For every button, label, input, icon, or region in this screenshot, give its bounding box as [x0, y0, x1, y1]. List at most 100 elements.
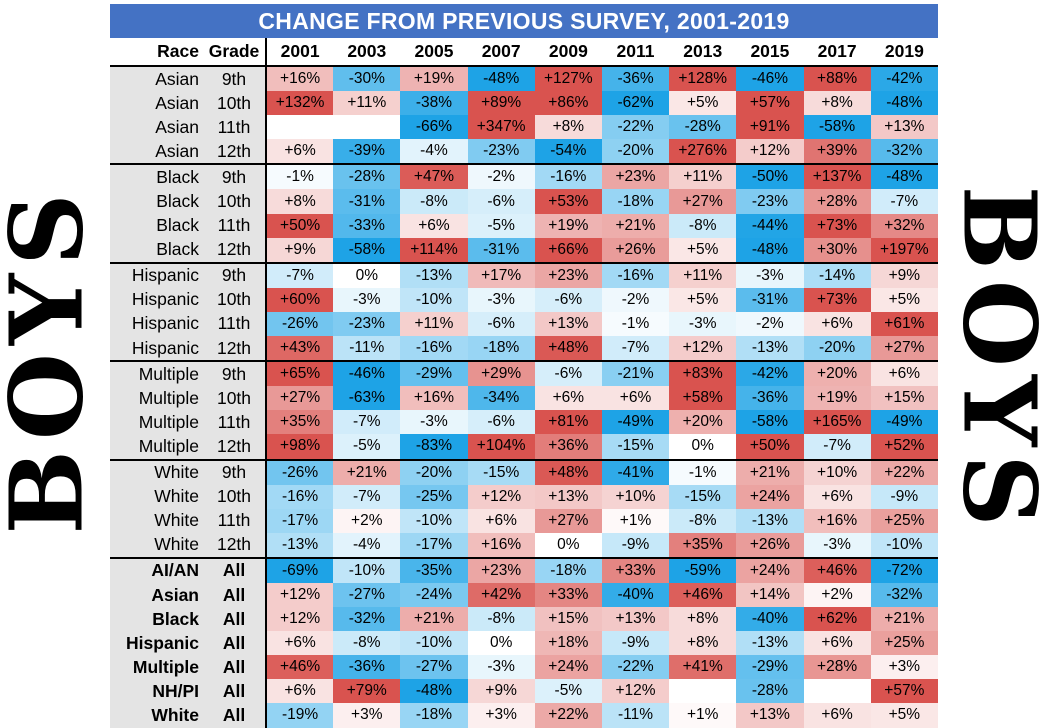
- heatmap-cell: +86%: [534, 91, 602, 116]
- table-body: Asian 9th +16% -30% +19% -48% +127% -36% +128% -4…: [110, 66, 938, 728]
- heatmap-cell: -16%: [601, 262, 670, 288]
- heatmap-cell: -7%: [333, 410, 401, 435]
- right-side-label-text: BOYS: [941, 185, 1045, 535]
- heatmap-cell: -13%: [736, 631, 804, 656]
- row-race-label: Hispanic: [110, 262, 203, 288]
- heatmap-cell: 0%: [534, 532, 602, 559]
- heatmap-cell: -21%: [601, 361, 670, 387]
- table-row: Hispanic 11th -26% -23% +11% -6% +13% -1% -3% -2%…: [110, 311, 938, 337]
- heatmap-cell: +25%: [870, 508, 938, 533]
- heatmap-cell: +66%: [534, 237, 602, 264]
- heatmap-cell: -4%: [333, 532, 401, 559]
- heatmap-cell: -23%: [467, 139, 535, 166]
- row-race-label: White: [110, 703, 203, 728]
- heatmap-cell: -62%: [601, 91, 670, 116]
- table-row: Multiple 9th +65% -46% -29% +29% -6% -21% +83% -4…: [110, 361, 938, 387]
- heatmap-cell: +79%: [333, 679, 401, 704]
- heatmap-cell: 0%: [333, 262, 401, 288]
- heatmap-cell: +15%: [534, 607, 602, 632]
- heatmap-cell: -50%: [736, 164, 804, 190]
- row-grade-label: 10th: [203, 484, 267, 509]
- heatmap-cell: +5%: [669, 287, 737, 312]
- left-side-label-text: BOYS: [0, 185, 106, 535]
- heatmap-cell: -8%: [669, 508, 737, 533]
- heatmap-cell: -1%: [669, 459, 737, 485]
- row-grade-label: 12th: [203, 434, 267, 461]
- row-grade-label: 12th: [203, 532, 267, 559]
- heatmap-cell: +5%: [669, 237, 737, 264]
- heatmap-cell: +13%: [601, 607, 670, 632]
- table-row: White 11th -17% +2% -10% +6% +27% +1% -8% -13% +16…: [110, 508, 938, 533]
- heatmap-cell: -27%: [333, 582, 401, 608]
- row-grade-label: All: [203, 582, 267, 608]
- heatmap-cell: +20%: [669, 410, 737, 435]
- heatmap-cell: +53%: [534, 189, 602, 214]
- heatmap-cell: -42%: [870, 66, 938, 92]
- row-race-label: NH/PI: [110, 679, 203, 704]
- heatmap-cell: +18%: [534, 631, 602, 656]
- heatmap-cell: +3%: [870, 655, 938, 680]
- row-race-label: Multiple: [110, 655, 203, 680]
- heatmap-cell: +58%: [669, 386, 737, 411]
- heatmap-cell: -31%: [736, 287, 804, 312]
- heatmap-cell: -8%: [333, 631, 401, 656]
- heatmap-cell: -7%: [803, 434, 871, 461]
- row-grade-label: 10th: [203, 287, 267, 312]
- row-race-label: Asian: [110, 115, 203, 140]
- heatmap-cell: +91%: [736, 115, 804, 140]
- row-race-label: White: [110, 508, 203, 533]
- heatmap-cell: +8%: [534, 115, 602, 140]
- table-row: Black 9th -1% -28% +47% -2% -16% +23% +11% -50% +1…: [110, 164, 938, 190]
- heatmap-cell: -34%: [467, 386, 535, 411]
- row-race-label: Asian: [110, 582, 203, 608]
- column-header-year: 2015: [736, 38, 804, 67]
- heatmap-cell: -29%: [400, 361, 468, 387]
- heatmap-cell: -48%: [736, 237, 804, 264]
- heatmap-cell: -49%: [601, 410, 670, 435]
- heatmap-cell: -40%: [736, 607, 804, 632]
- heatmap-cell: +132%: [266, 91, 334, 116]
- heatmap-cell: +33%: [601, 557, 670, 583]
- heatmap-cell: +24%: [736, 484, 804, 509]
- heatmap-cell: +22%: [534, 703, 602, 728]
- heatmap-cell: +3%: [467, 703, 535, 728]
- heatmap-cell: -7%: [601, 336, 670, 363]
- heatmap-cell: +6%: [803, 631, 871, 656]
- heatmap-cell: -6%: [534, 287, 602, 312]
- table-row: White 9th -26% +21% -20% -15% +48% -41% -1% +21% +…: [110, 459, 938, 485]
- heatmap-cell: +11%: [669, 164, 737, 190]
- heatmap-cell: -9%: [601, 532, 670, 559]
- heatmap-cell: -23%: [333, 311, 401, 337]
- row-grade-label: 11th: [203, 410, 267, 435]
- heatmap-cell: -16%: [266, 484, 334, 509]
- heatmap-cell: +6%: [467, 508, 535, 533]
- heatmap-cell: +8%: [803, 91, 871, 116]
- row-race-label: Asian: [110, 91, 203, 116]
- heatmap-cell: -18%: [601, 189, 670, 214]
- table-row: Multiple 12th +98% -5% -83% +104% +36% -15% 0% +5…: [110, 434, 938, 461]
- heatmap-cell: +46%: [669, 582, 737, 608]
- row-grade-label: 12th: [203, 336, 267, 363]
- table-row: White All -19% +3% -18% +3% +22% -11% +1% +13% +6%…: [110, 703, 938, 728]
- heatmap-cell: -26%: [266, 459, 334, 485]
- row-grade-label: All: [203, 631, 267, 656]
- heatmap-cell: +24%: [534, 655, 602, 680]
- row-grade-label: 12th: [203, 237, 267, 264]
- heatmap-cell: +12%: [266, 607, 334, 632]
- heatmap-cell: -35%: [400, 557, 468, 583]
- row-race-label: Hispanic: [110, 287, 203, 312]
- row-grade-label: 11th: [203, 213, 267, 238]
- heatmap-cell: -15%: [669, 484, 737, 509]
- row-race-label: White: [110, 484, 203, 509]
- heatmap-cell: -18%: [400, 703, 468, 728]
- heatmap-cell: +27%: [669, 189, 737, 214]
- heatmap-cell: +21%: [333, 459, 401, 485]
- heatmap-cell: -48%: [870, 164, 938, 190]
- row-race-label: Multiple: [110, 386, 203, 411]
- heatmap-cell: +5%: [669, 91, 737, 116]
- heatmap-cell: +83%: [669, 361, 737, 387]
- row-race-label: Multiple: [110, 434, 203, 461]
- heatmap-cell: +6%: [803, 311, 871, 337]
- table-row: Black All +12% -32% +21% -8% +15% +13% +8% -40% +6…: [110, 607, 938, 632]
- heatmap-cell: -42%: [736, 361, 804, 387]
